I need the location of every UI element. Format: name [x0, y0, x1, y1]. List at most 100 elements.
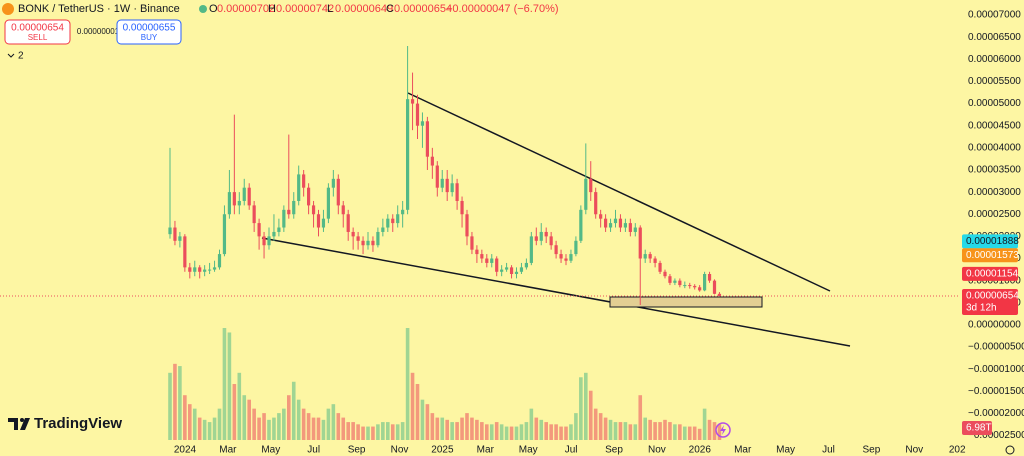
- volume-bar: [262, 413, 266, 440]
- volume-bar: [207, 422, 212, 440]
- y-tick-label: 0.00006000: [968, 54, 1021, 65]
- volume-bar: [430, 413, 435, 440]
- support-box: [609, 296, 763, 308]
- candle-body: [232, 192, 236, 206]
- price-label-box: [962, 248, 1018, 263]
- y-tick-label: 0.00007000: [968, 10, 1021, 21]
- volume-bar: [460, 417, 464, 440]
- volume-bar: [673, 424, 677, 440]
- candle-body: [168, 227, 172, 235]
- candle-body: [505, 267, 509, 270]
- x-tick-label: Mar: [219, 445, 237, 456]
- lightning-icon[interactable]: [715, 422, 731, 438]
- volume-bar: [554, 424, 558, 440]
- buy-button[interactable]: [116, 19, 182, 45]
- volume-bar: [663, 419, 667, 440]
- y-tick-label: −0.00002500: [968, 430, 1024, 441]
- candle-body: [217, 254, 222, 268]
- settings-icon[interactable]: [1005, 445, 1015, 455]
- candle-body: [693, 285, 697, 288]
- volume-bar: [712, 422, 717, 440]
- y-tick-label: −0.00002000: [968, 408, 1024, 419]
- candle-body: [183, 236, 187, 268]
- lightning-bolt: [720, 425, 726, 435]
- volume-bar: [445, 419, 449, 440]
- candle-body: [366, 240, 370, 246]
- volume-bar: [593, 408, 598, 440]
- candle-body: [465, 214, 469, 237]
- candle-body: [633, 227, 637, 232]
- buy-price: 0.00000655: [123, 23, 176, 34]
- volume-bar: [202, 419, 207, 440]
- candle-body: [386, 218, 390, 228]
- x-tick-label: 202: [949, 445, 966, 456]
- volume-bar: [237, 372, 242, 440]
- volume-bar: [346, 422, 350, 440]
- volume-bar: [197, 417, 202, 440]
- candle-body: [410, 99, 415, 104]
- candle-body: [401, 209, 405, 215]
- candle-body: [703, 274, 707, 291]
- volume-bar: [232, 384, 237, 440]
- volume-bar: [277, 413, 281, 440]
- y-tick-label: 0.00004500: [968, 120, 1021, 131]
- candle-body: [673, 280, 677, 283]
- candle-body: [579, 209, 583, 241]
- candle-body: [500, 269, 504, 272]
- collapse-icon[interactable]: [7, 53, 15, 58]
- volume-bar: [485, 424, 489, 440]
- candle-body: [336, 178, 340, 206]
- candle-body: [391, 218, 395, 224]
- candle-body: [514, 271, 519, 275]
- candle-body: [623, 223, 627, 228]
- candle-body: [307, 187, 311, 206]
- candle-body: [356, 236, 360, 241]
- volume-bar: [534, 417, 539, 440]
- volume-bar: [272, 417, 276, 440]
- y-tick-label: −0.00001000: [968, 364, 1024, 375]
- candle-body: [475, 249, 479, 255]
- volume-bar: [217, 408, 222, 440]
- volume-bar: [331, 404, 336, 440]
- price-label-box: [962, 266, 1018, 281]
- candle-body: [648, 254, 652, 259]
- volume-bar: [188, 404, 192, 440]
- candle-body: [188, 267, 192, 272]
- logo-icon: [8, 418, 30, 430]
- volume-bar: [707, 419, 712, 440]
- candle-body: [321, 218, 326, 228]
- volume-bar: [287, 395, 291, 440]
- y-tick-label: 0.00000000: [968, 320, 1021, 331]
- candle-body: [406, 99, 410, 210]
- volume-bar: [628, 424, 633, 440]
- candle-body: [683, 285, 687, 287]
- y-tick-label: 0.00003500: [968, 165, 1021, 176]
- volume-bar: [702, 408, 707, 440]
- candle-body: [549, 236, 553, 246]
- candle-body: [712, 280, 717, 294]
- volume-bar: [564, 426, 568, 440]
- candle-body: [613, 218, 618, 224]
- price-label-box: [962, 234, 1018, 249]
- candle-body: [242, 187, 246, 201]
- volume-bar: [420, 399, 425, 440]
- price-label-box: [962, 288, 1018, 315]
- candle-body: [470, 236, 474, 250]
- candle-body: [420, 121, 425, 126]
- candle-body: [663, 271, 667, 277]
- price-label: 0.00000654: [966, 291, 1019, 302]
- volume-bar: [648, 419, 652, 440]
- volume-bar: [227, 332, 232, 440]
- volume-bar: [296, 399, 301, 440]
- indicators-toggle[interactable]: 2: [18, 51, 24, 62]
- candle-body: [425, 121, 429, 157]
- candle-body: [509, 267, 514, 275]
- logo-dot: [20, 418, 24, 422]
- candle-body: [262, 236, 266, 246]
- sell-button[interactable]: [4, 19, 71, 45]
- volume-bar: [400, 422, 405, 440]
- volume-bar: [336, 413, 341, 440]
- volume-bar: [321, 419, 326, 440]
- candle-body: [678, 280, 682, 286]
